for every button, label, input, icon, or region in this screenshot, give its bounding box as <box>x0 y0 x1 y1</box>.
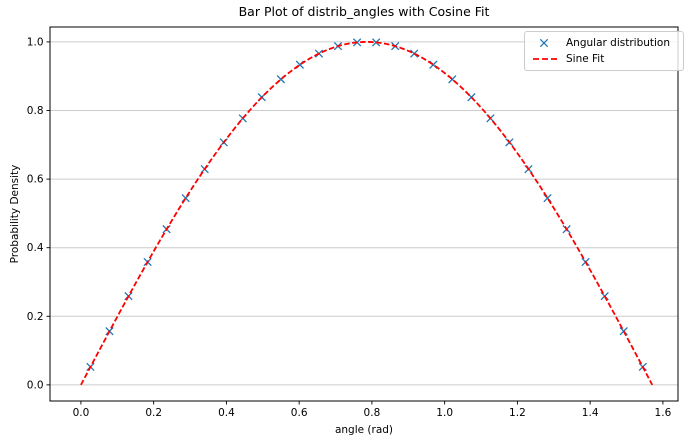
x-tick-label: 0.2 <box>145 407 162 419</box>
x-tick-label: 1.6 <box>655 407 672 419</box>
sine-fit-line <box>80 41 654 386</box>
y-tick-label: 0.0 <box>27 379 44 391</box>
x-tick-label: 0.0 <box>73 407 90 419</box>
x-marker-icon <box>539 38 549 48</box>
legend-item-angular-distribution: Angular distribution <box>532 37 670 49</box>
y-tick-label: 1.0 <box>27 36 44 48</box>
y-axis-label: Probability Density <box>9 164 21 264</box>
y-tick-label: 0.2 <box>27 311 44 323</box>
data-marker <box>410 49 419 58</box>
x-tick-label: 1.0 <box>436 407 453 419</box>
legend: Angular distribution Sine Fit <box>524 31 685 71</box>
x-axis-label: angle (rad) <box>334 424 394 436</box>
y-tick-label: 0.8 <box>27 105 44 117</box>
axes-border <box>49 26 679 402</box>
x-tick-label: 1.4 <box>582 407 599 419</box>
x-tick-label: 0.6 <box>291 407 308 419</box>
dashed-line-icon <box>533 58 557 60</box>
legend-item-sine-fit: Sine Fit <box>532 53 670 65</box>
legend-label-angular-distribution: Angular distribution <box>566 37 671 49</box>
legend-label-sine-fit: Sine Fit <box>566 53 605 65</box>
y-tick-label: 0.4 <box>27 242 44 254</box>
x-tick-label: 1.2 <box>509 407 526 419</box>
chart-title: Bar Plot of distrib_angles with Cosine F… <box>238 4 490 19</box>
x-tick-label: 0.8 <box>364 407 381 419</box>
x-tick-label: 0.4 <box>218 407 235 419</box>
y-tick-label: 0.6 <box>27 174 44 186</box>
